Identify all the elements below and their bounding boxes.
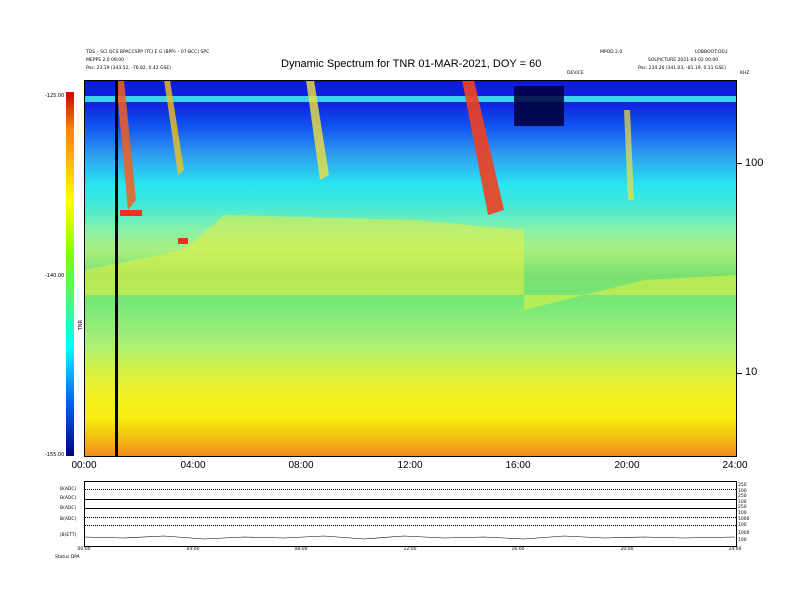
- spectrogram-plot: [84, 80, 736, 456]
- freq-tick-mark: [736, 373, 742, 374]
- time-tick-label: 16:00: [505, 460, 531, 471]
- colorbar-tick-label: -140.00: [45, 273, 65, 279]
- header-info-line-2: MEPPS 2.0 09:00: [86, 58, 124, 63]
- panel-right-label: 250: [738, 483, 747, 488]
- data-gap-line: [115, 80, 118, 456]
- magnetometer-panel: [84, 481, 737, 547]
- status-footer: Status DPA: [55, 555, 80, 560]
- freq-tick-label: 10: [745, 366, 758, 378]
- panel-right-label: 1000: [738, 517, 750, 522]
- colorbar: [66, 92, 74, 456]
- radio-burst: [116, 80, 136, 210]
- trace-line: [84, 489, 736, 490]
- panel-right-label: 250: [738, 505, 747, 510]
- time-tick-label: 08:00: [288, 460, 314, 471]
- panel-time-label: 00:00: [77, 547, 91, 552]
- trace-line: [84, 517, 736, 518]
- btotal-trace: [84, 535, 736, 540]
- panel-right-label: 1000: [738, 531, 750, 536]
- emission-boundary: [84, 215, 736, 310]
- header-right-label-2: LOBBOOT:OEU: [695, 50, 728, 55]
- chart-title: Dynamic Spectrum for TNR 01-MAR-2021, DO…: [281, 58, 542, 70]
- radio-burst: [462, 80, 504, 215]
- colorbar-tick-label: -155.00: [45, 452, 65, 458]
- cyan-stripe: [84, 96, 736, 102]
- time-tick-label: 24:00: [722, 460, 748, 471]
- colorbar-tick-label: -125.00: [45, 93, 65, 99]
- time-tick-label: 20:00: [614, 460, 640, 471]
- radio-burst: [624, 110, 634, 200]
- panel-right-label: 100: [738, 538, 747, 543]
- header-right-line-3: Pos: 234.26 (341.03, -81.19, 0.11 GSE): [638, 66, 726, 71]
- header-device-label: DEVICE: [567, 71, 584, 76]
- top-band: [84, 80, 736, 84]
- freq-tick-label: 100: [745, 157, 764, 169]
- unit-label: KHZ: [740, 71, 750, 76]
- trace-line: [84, 499, 736, 500]
- panel-time-label: 20:00: [620, 547, 634, 552]
- time-tick-label: 12:00: [397, 460, 423, 471]
- time-tick-label: 04:00: [180, 460, 206, 471]
- panel-frame: [84, 481, 737, 547]
- freq-tick-mark: [736, 163, 742, 164]
- hot-spot: [178, 238, 188, 244]
- panel-time-label: 16:00: [511, 547, 525, 552]
- panel-row-label: |B(ETT): [60, 533, 77, 538]
- panel-time-label: 24:00: [728, 547, 742, 552]
- panel-row-label: B(ADC): [60, 487, 77, 492]
- panel-row-label: B(ADC): [60, 517, 77, 522]
- header-info-line-3: Pos: 23.19 (343.52, -76.82, 0.42 GSE): [86, 66, 172, 71]
- spectrogram-features: [84, 80, 736, 456]
- panel-right-label: 100: [738, 500, 747, 505]
- panel-right-label: 250: [738, 494, 747, 499]
- panel-row-label: B(ADC): [60, 496, 77, 501]
- header-info-line-1: TDS – SCI QCS BPACCSPP (TCI E G (BPP) – …: [86, 50, 210, 55]
- trace-line: [84, 525, 736, 526]
- panel-right-label: 100: [738, 489, 747, 494]
- dark-region: [514, 86, 564, 126]
- panel-row-label: B(ADC): [60, 506, 77, 511]
- trace-line: [84, 508, 736, 509]
- hot-spot: [120, 210, 142, 216]
- panel-right-label: 100: [738, 523, 747, 528]
- radio-burst: [164, 80, 184, 175]
- time-tick-label: 00:00: [71, 460, 97, 471]
- panel-time-label: 04:00: [186, 547, 200, 552]
- header-right-label-1: MPOD 2.0: [600, 50, 623, 55]
- panel-time-label: 08:00: [294, 547, 308, 552]
- panel-right-label: 100: [738, 511, 747, 516]
- header-right-line-2: SOLPICTURE 2021-03-02 00:00: [648, 58, 719, 63]
- radio-burst: [306, 80, 329, 180]
- panel-time-label: 12:00: [403, 547, 417, 552]
